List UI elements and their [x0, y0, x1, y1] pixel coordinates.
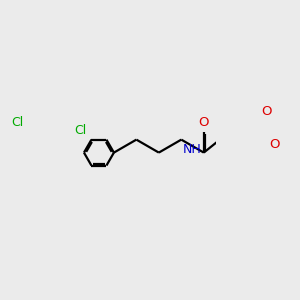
Text: Cl: Cl — [74, 124, 87, 136]
Text: NH: NH — [183, 143, 201, 156]
Text: O: O — [261, 105, 272, 118]
Text: O: O — [198, 116, 208, 129]
Text: O: O — [269, 138, 279, 151]
Text: Cl: Cl — [11, 116, 23, 130]
